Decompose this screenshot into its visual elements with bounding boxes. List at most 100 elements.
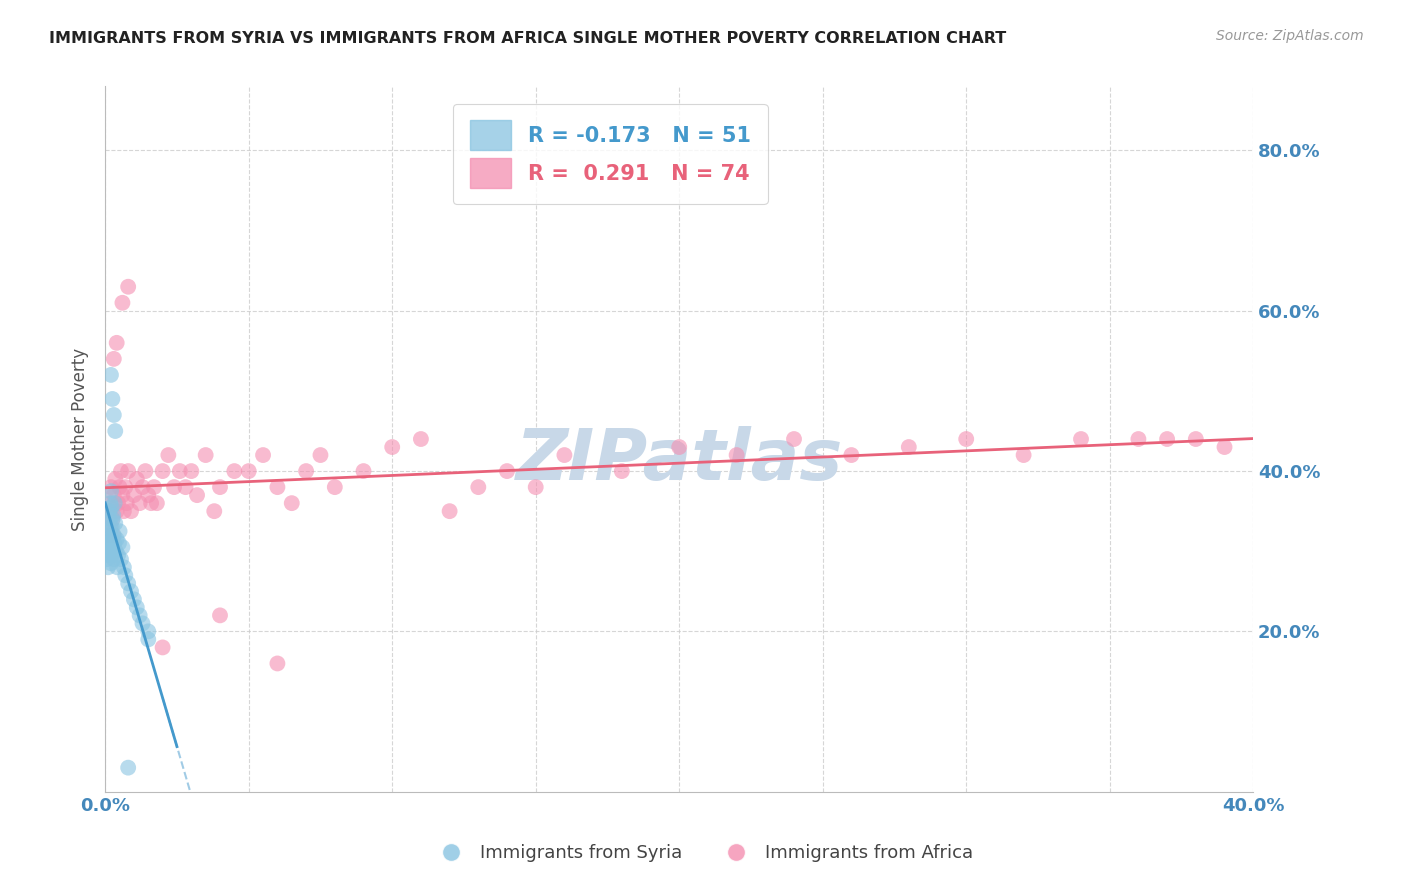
Point <box>111 488 134 502</box>
Point <box>202 504 225 518</box>
Point <box>238 464 260 478</box>
Point <box>409 432 432 446</box>
Point <box>208 480 231 494</box>
Point <box>97 548 120 562</box>
Point <box>117 576 139 591</box>
Point <box>163 480 186 494</box>
Point <box>96 528 118 542</box>
Point <box>110 464 132 478</box>
Y-axis label: Single Mother Poverty: Single Mother Poverty <box>72 348 89 531</box>
Point <box>146 496 169 510</box>
Point <box>125 472 148 486</box>
Point <box>105 533 128 547</box>
Text: Source: ZipAtlas.com: Source: ZipAtlas.com <box>1216 29 1364 43</box>
Point <box>208 608 231 623</box>
Point <box>101 512 124 526</box>
Point <box>104 496 127 510</box>
Point <box>104 544 127 558</box>
Point <box>139 496 162 510</box>
Point <box>98 504 121 518</box>
Point <box>1128 432 1150 446</box>
Point <box>98 524 121 539</box>
Point <box>1156 432 1178 446</box>
Point <box>152 640 174 655</box>
Point <box>114 480 136 494</box>
Point <box>104 472 127 486</box>
Point <box>103 528 125 542</box>
Point <box>143 480 166 494</box>
Point <box>266 480 288 494</box>
Point <box>108 480 131 494</box>
Point <box>111 295 134 310</box>
Point <box>131 480 153 494</box>
Point <box>152 464 174 478</box>
Point <box>96 536 118 550</box>
Point <box>103 408 125 422</box>
Point <box>955 432 977 446</box>
Point <box>1012 448 1035 462</box>
Point <box>101 392 124 406</box>
Point <box>108 524 131 539</box>
Point <box>98 512 121 526</box>
Point <box>103 552 125 566</box>
Point <box>180 464 202 478</box>
Point <box>125 600 148 615</box>
Point <box>101 548 124 562</box>
Point <box>1213 440 1236 454</box>
Point <box>157 448 180 462</box>
Point <box>117 464 139 478</box>
Point <box>553 448 575 462</box>
Point <box>100 556 122 570</box>
Point <box>114 568 136 582</box>
Point <box>136 624 159 639</box>
Point <box>105 504 128 518</box>
Point <box>96 552 118 566</box>
Point <box>353 464 375 478</box>
Point <box>496 464 519 478</box>
Point <box>110 552 132 566</box>
Point <box>103 536 125 550</box>
Point <box>122 592 145 607</box>
Point <box>100 496 122 510</box>
Legend: Immigrants from Syria, Immigrants from Africa: Immigrants from Syria, Immigrants from A… <box>426 838 980 870</box>
Point <box>128 496 150 510</box>
Point <box>1070 432 1092 446</box>
Point <box>100 480 122 494</box>
Point <box>610 464 633 478</box>
Point <box>101 512 124 526</box>
Point <box>101 544 124 558</box>
Point <box>725 448 748 462</box>
Point <box>117 279 139 293</box>
Point <box>112 504 135 518</box>
Point <box>100 368 122 382</box>
Point <box>101 533 124 547</box>
Point <box>100 544 122 558</box>
Point <box>134 464 156 478</box>
Point <box>252 448 274 462</box>
Point <box>120 584 142 599</box>
Point <box>103 488 125 502</box>
Point <box>783 432 806 446</box>
Point <box>112 560 135 574</box>
Point <box>100 520 122 534</box>
Point <box>136 488 159 502</box>
Point <box>107 496 129 510</box>
Point <box>668 440 690 454</box>
Point <box>309 448 332 462</box>
Point <box>104 516 127 531</box>
Point <box>841 448 863 462</box>
Point <box>174 480 197 494</box>
Point <box>100 496 122 510</box>
Point <box>266 657 288 671</box>
Point <box>108 536 131 550</box>
Point <box>524 480 547 494</box>
Point <box>105 560 128 574</box>
Point <box>111 540 134 554</box>
Point <box>122 488 145 502</box>
Point <box>439 504 461 518</box>
Point <box>115 496 138 510</box>
Point <box>169 464 191 478</box>
Point <box>323 480 346 494</box>
Point <box>136 632 159 647</box>
Point <box>100 500 122 515</box>
